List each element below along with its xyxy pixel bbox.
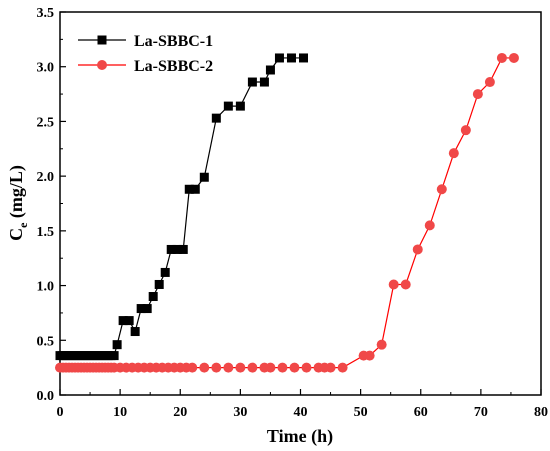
axis-ticks: 0 10 20 30 40 50 60 70 80 0.0 0.5 1.0 1.5 2.0 2.5 3.0 3.… — [37, 6, 549, 420]
data-point — [118, 316, 128, 326]
data-point — [301, 362, 312, 373]
data-point — [199, 172, 209, 182]
data-point — [211, 362, 222, 373]
y-tick-label: 3.0 — [37, 61, 55, 76]
data-point — [265, 362, 276, 373]
data-point — [109, 351, 119, 361]
y-tick-label: 1.0 — [37, 280, 55, 295]
data-point — [448, 148, 459, 159]
x-tick-label: 70 — [474, 405, 488, 420]
legend-label-series-1: La-SBBC-1 — [134, 33, 213, 50]
x-tick-label: 50 — [354, 405, 368, 420]
series-layer — [55, 52, 519, 373]
data-point — [325, 362, 336, 373]
data-point — [412, 244, 423, 255]
x-tick-label: 80 — [534, 405, 548, 420]
data-point — [289, 362, 300, 373]
data-point — [130, 327, 140, 337]
data-point — [364, 350, 375, 361]
data-point — [274, 53, 284, 63]
data-point — [112, 340, 122, 350]
x-tick-label: 0 — [57, 405, 64, 420]
y-tick-label: 0.0 — [37, 389, 55, 404]
data-point — [460, 125, 471, 136]
x-tick-label: 40 — [294, 405, 308, 420]
data-point — [436, 184, 447, 195]
data-point — [508, 52, 519, 63]
data-point — [187, 362, 198, 373]
data-point — [484, 77, 495, 88]
y-axis-title-main: C — [6, 228, 26, 241]
legend-label-series-2: La-SBBC-2 — [134, 58, 213, 75]
legend-marker-series-2 — [97, 60, 107, 70]
series-2 — [55, 52, 519, 373]
data-point — [211, 113, 221, 123]
data-point — [247, 77, 257, 87]
x-axis-title: Time (h) — [267, 426, 333, 447]
y-axis-title-unit: (mg/L) — [6, 165, 27, 223]
data-point — [223, 362, 234, 373]
data-point — [136, 304, 146, 314]
series-1 — [55, 53, 309, 361]
data-point — [496, 52, 507, 63]
x-tick-label: 60 — [414, 405, 428, 420]
data-point — [124, 316, 134, 326]
data-point — [337, 362, 348, 373]
plot-frame — [59, 11, 542, 396]
series-1-line — [60, 57, 304, 357]
data-point — [376, 339, 387, 350]
x-tick-label: 30 — [233, 405, 247, 420]
y-tick-label: 1.5 — [37, 225, 55, 240]
y-tick-label: 2.0 — [37, 170, 55, 185]
x-tick-label: 10 — [113, 405, 127, 420]
legend-marker-series-1 — [97, 35, 107, 45]
data-point — [277, 362, 288, 373]
y-tick-label: 2.5 — [37, 115, 55, 130]
data-point — [166, 244, 176, 254]
data-point — [148, 292, 158, 302]
y-axis-title: Ce (mg/L) — [6, 165, 30, 241]
data-point — [154, 279, 164, 289]
data-point — [265, 65, 275, 75]
data-point — [199, 362, 210, 373]
data-point — [190, 184, 200, 194]
data-point — [424, 220, 435, 231]
data-point — [172, 244, 182, 254]
data-point — [160, 267, 170, 277]
data-point — [388, 279, 399, 290]
data-point — [235, 101, 245, 111]
y-tick-label: 3.5 — [37, 6, 55, 21]
data-point — [400, 279, 411, 290]
data-point — [142, 304, 152, 314]
data-point — [286, 53, 296, 63]
data-point — [472, 89, 483, 100]
data-point — [259, 77, 269, 87]
data-point — [223, 101, 233, 111]
data-point — [178, 244, 188, 254]
data-point — [247, 362, 258, 373]
data-point — [184, 184, 194, 194]
x-tick-label: 20 — [173, 405, 187, 420]
y-tick-label: 0.5 — [37, 334, 55, 349]
data-point — [235, 362, 246, 373]
y-axis-title-subscript: e — [16, 222, 30, 228]
data-point — [299, 53, 309, 63]
legend: La-SBBC-1 La-SBBC-2 — [78, 33, 213, 75]
